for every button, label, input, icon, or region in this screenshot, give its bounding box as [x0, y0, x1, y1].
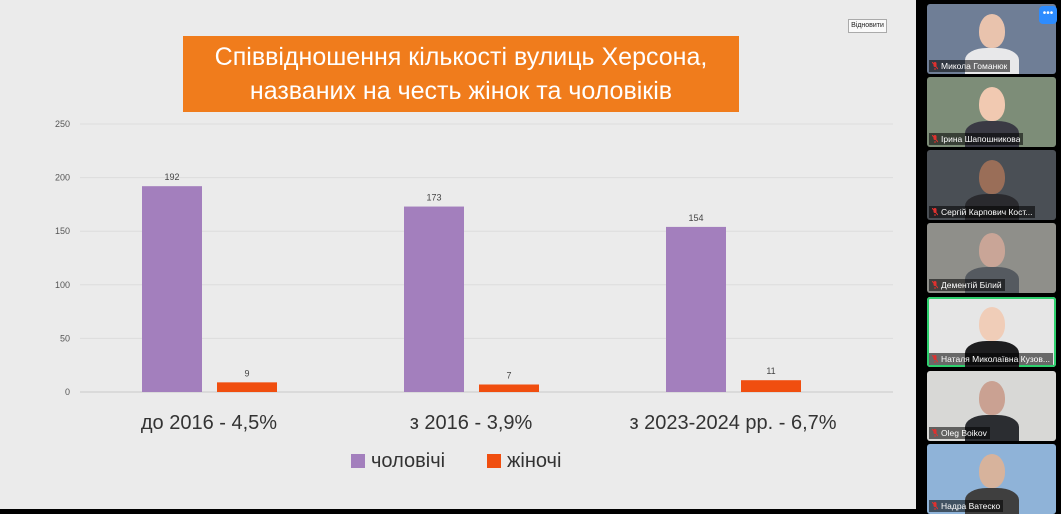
participant-name: Надра Ватеско: [941, 501, 1001, 511]
bar: [741, 380, 801, 392]
muted-mic-icon: [932, 208, 938, 216]
bar: [142, 186, 202, 392]
muted-mic-icon: [932, 281, 938, 289]
participant-face: [979, 233, 1005, 267]
more-options-button[interactable]: •••: [1039, 6, 1057, 24]
participant-tile[interactable]: Дементій Білий: [927, 223, 1056, 293]
category-label: з 2016 - 3,9%: [410, 412, 533, 434]
participant-tile[interactable]: Наталя Миколаївна Кузов...: [927, 297, 1056, 367]
participant-tile[interactable]: Ірина Шапошникова: [927, 77, 1056, 147]
chart-title: Співвідношення кількості вулиць Херсона,…: [183, 36, 739, 112]
participant-name: Микола Гоманюк: [941, 61, 1008, 71]
participant-face: [979, 87, 1005, 121]
participant-face: [979, 14, 1005, 48]
participant-tile[interactable]: Микола Гоманюк: [927, 4, 1056, 74]
participant-name: Сергій Карпович Кост...: [941, 207, 1033, 217]
participant-tile[interactable]: Надра Ватеско: [927, 444, 1056, 514]
y-tick-label: 50: [60, 333, 70, 343]
participant-name-tag: Oleg Boikov: [929, 427, 990, 439]
bar: [217, 382, 277, 392]
restore-button[interactable]: Відновити: [848, 19, 887, 33]
data-label: 192: [164, 172, 179, 182]
data-label: 11: [766, 366, 775, 376]
bar: [479, 384, 539, 392]
data-label: 9: [244, 368, 249, 378]
legend-label: жіночі: [507, 450, 561, 472]
data-label: 7: [506, 370, 511, 380]
bar: [666, 226, 726, 392]
participant-name: Наталя Миколаївна Кузов...: [941, 354, 1050, 364]
participant-name-tag: Ірина Шапошникова: [929, 133, 1024, 145]
bar: [404, 206, 464, 392]
legend-swatch: [487, 454, 501, 468]
presentation-slide: 0 50 100 150 200 250 192 9 до 2016 - 4,5% 173 7 з 2…: [0, 0, 916, 509]
participant-name-tag: Микола Гоманюк: [929, 60, 1011, 72]
participant-name-tag: Дементій Білий: [929, 279, 1005, 291]
y-tick-label: 250: [55, 119, 70, 129]
participant-face: [979, 454, 1005, 488]
y-tick-label: 100: [55, 280, 70, 290]
y-tick-label: 0: [65, 387, 70, 397]
participant-tile[interactable]: Сергій Карпович Кост...: [927, 150, 1056, 220]
legend-swatch: [351, 454, 365, 468]
participant-name: Ірина Шапошникова: [941, 134, 1021, 144]
participant-name-tag: Наталя Миколаївна Кузов...: [929, 353, 1053, 365]
participant-tile[interactable]: Oleg Boikov: [927, 371, 1056, 441]
muted-mic-icon: [932, 355, 938, 363]
chart-title-line2: названих на честь жінок та чоловіків: [249, 77, 673, 105]
participant-face: [979, 160, 1005, 194]
y-tick-label: 200: [55, 173, 70, 183]
category-label: до 2016 - 4,5%: [141, 412, 277, 434]
y-tick-label: 150: [55, 226, 70, 236]
category-label: з 2023-2024 рр. - 6,7%: [629, 412, 836, 434]
muted-mic-icon: [932, 429, 938, 437]
participant-name: Oleg Boikov: [941, 428, 987, 438]
participant-name-tag: Сергій Карпович Кост...: [929, 206, 1036, 218]
bar-chart: 0 50 100 150 200 250 192 9 до 2016 - 4,5% 173 7 з 2…: [55, 119, 893, 472]
muted-mic-icon: [932, 62, 938, 70]
data-label: 173: [426, 193, 441, 203]
participants-panel: Микола Гоманюк Ірина Шапошникова Сергій Ка…: [922, 0, 1061, 514]
participant-face: [979, 381, 1005, 415]
data-label: 154: [688, 213, 703, 223]
chart-title-line1: Співвідношення кількості вулиць Херсона,: [214, 43, 708, 71]
participant-name: Дементій Білий: [941, 280, 1002, 290]
participant-name-tag: Надра Ватеско: [929, 500, 1004, 512]
participant-face: [979, 307, 1005, 341]
legend-label: чоловічі: [371, 450, 445, 472]
muted-mic-icon: [932, 135, 938, 143]
